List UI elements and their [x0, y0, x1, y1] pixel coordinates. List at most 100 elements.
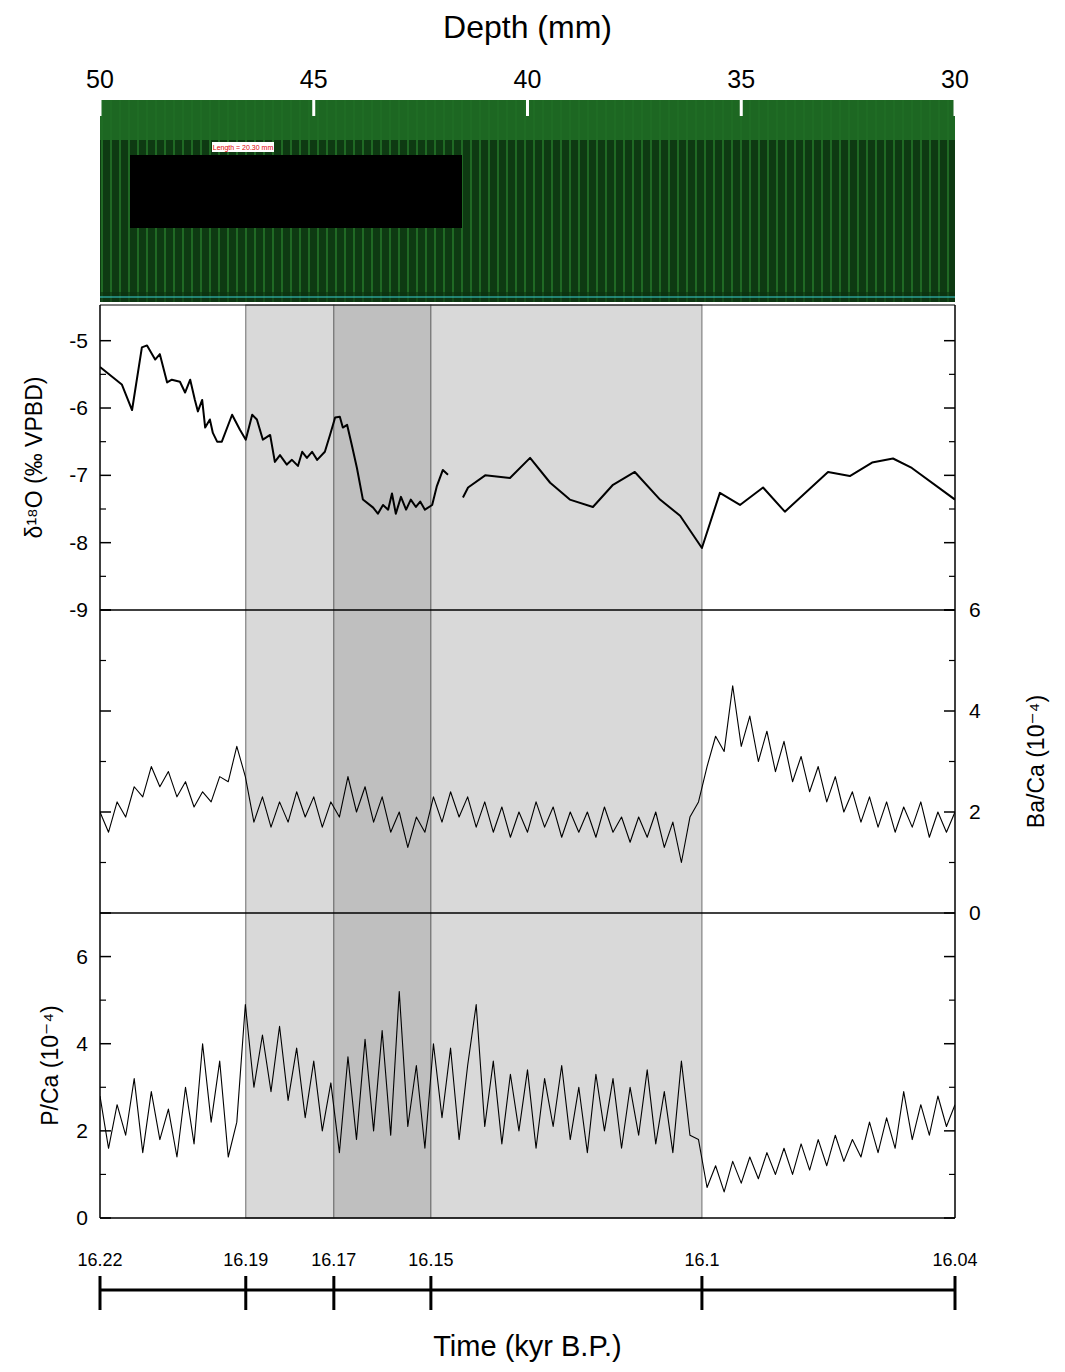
y-tick-label: 2	[969, 800, 981, 823]
y-tick	[944, 542, 955, 544]
time-tick	[700, 1276, 703, 1310]
y-tick-label: -7	[69, 463, 88, 486]
y-tick	[944, 475, 955, 477]
band	[246, 305, 334, 1218]
time-axis-title: Time (kyr B.P.)	[433, 1330, 622, 1362]
y-tick-label: 6	[969, 598, 981, 621]
y-tick-label: -9	[69, 598, 88, 621]
image-top-strip	[100, 100, 955, 140]
time-tick-label: 16.19	[223, 1250, 268, 1270]
sample-image: Length = 20.30 mm	[100, 100, 955, 302]
x-tick	[740, 100, 743, 116]
y-tick	[100, 912, 111, 914]
y-tick	[100, 710, 111, 712]
time-tick-label: 16.17	[311, 1250, 356, 1270]
axis-bottom	[100, 1217, 955, 1219]
time-axis: 16.2216.1916.1716.1516.116.04Time (kyr B…	[77, 1250, 977, 1362]
x-tick-label: 50	[86, 65, 114, 93]
y-minor-tick	[100, 508, 106, 509]
image-hole	[130, 155, 462, 228]
y-tick	[100, 811, 111, 813]
y-tick-label: 6	[76, 945, 88, 968]
y-tick-label: -8	[69, 531, 88, 554]
y-tick	[944, 811, 955, 813]
y-tick	[100, 475, 111, 477]
y-tick	[944, 407, 955, 409]
y-tick-label: -5	[69, 329, 88, 352]
y-tick-label: 4	[969, 699, 981, 722]
x-tick	[954, 100, 957, 116]
y-axis-title: Ba/Ca (10⁻⁴)	[1023, 695, 1049, 828]
time-axis-line	[100, 1289, 955, 1292]
y-tick	[100, 1043, 111, 1045]
series-group	[100, 345, 955, 548]
time-tick	[244, 1276, 247, 1310]
y-tick	[944, 340, 955, 342]
x-tick-label: 30	[941, 65, 969, 93]
y-minor-tick	[949, 660, 955, 661]
image-label: Length = 20.30 mm	[213, 144, 274, 152]
y-minor-tick	[949, 1174, 955, 1175]
y-minor-tick	[949, 862, 955, 863]
y-minor-tick	[100, 1174, 106, 1175]
y-minor-tick	[949, 1087, 955, 1088]
y-tick	[100, 1217, 111, 1219]
series-group	[100, 991, 955, 1191]
y-minor-tick	[949, 374, 955, 375]
axis-left	[99, 305, 101, 610]
x-tick	[99, 100, 102, 116]
time-tick-label: 16.1	[684, 1250, 719, 1270]
x-tick-label: 40	[514, 65, 542, 93]
y-minor-tick	[100, 1000, 106, 1001]
image-line	[100, 297, 955, 298]
axis-bottom	[100, 609, 955, 611]
time-tick	[429, 1276, 432, 1310]
y-minor-tick	[100, 761, 106, 762]
y-tick-label: 4	[76, 1032, 88, 1055]
series-line	[100, 686, 955, 863]
y-minor-tick	[100, 374, 106, 375]
y-minor-tick	[100, 862, 106, 863]
axis-right	[954, 913, 956, 1218]
y-tick-label: 2	[76, 1119, 88, 1142]
y-tick	[944, 956, 955, 958]
y-tick	[944, 1043, 955, 1045]
y-tick	[944, 609, 955, 611]
axis-top	[100, 305, 955, 306]
x-tick-label: 45	[300, 65, 328, 93]
x-tick	[312, 100, 315, 116]
y-tick	[100, 609, 111, 611]
image-bottom	[100, 292, 955, 302]
chart: Depth (mm)5045403530Length = 20.30 mm-9-…	[0, 0, 1065, 1372]
y-minor-tick	[949, 441, 955, 442]
series-group	[100, 686, 955, 863]
y-tick	[100, 609, 111, 611]
series-line	[100, 345, 955, 548]
y-minor-tick	[100, 576, 106, 577]
time-tick	[332, 1276, 335, 1310]
time-tick-label: 16.15	[408, 1250, 453, 1270]
y-tick	[100, 542, 111, 544]
image-bg	[100, 100, 955, 302]
series-line	[100, 991, 955, 1191]
y-minor-tick	[949, 1000, 955, 1001]
y-axis-title: δ¹⁸O (‰ VPBD)	[21, 377, 47, 539]
y-axis-title: P/Ca (10⁻⁴)	[37, 1005, 63, 1125]
bands	[246, 305, 702, 1218]
y-tick	[100, 1130, 111, 1132]
band	[334, 305, 431, 1218]
y-minor-tick	[100, 441, 106, 442]
panel: 0246P/Ca (10⁻⁴)	[37, 913, 955, 1229]
axis-bottom	[100, 912, 955, 914]
y-minor-tick	[949, 761, 955, 762]
y-minor-tick	[949, 508, 955, 509]
y-tick-label: -6	[69, 396, 88, 419]
y-minor-tick	[100, 660, 106, 661]
panel: -9 -8 -7 -6 -5 δ¹⁸O (‰ VPBD)	[21, 305, 955, 621]
y-tick	[944, 1217, 955, 1219]
y-tick-label: 0	[969, 901, 981, 924]
y-tick	[100, 956, 111, 958]
time-tick-label: 16.22	[77, 1250, 122, 1270]
x-tick-label: 35	[727, 65, 755, 93]
x-axis-title: Depth (mm)	[443, 9, 612, 45]
